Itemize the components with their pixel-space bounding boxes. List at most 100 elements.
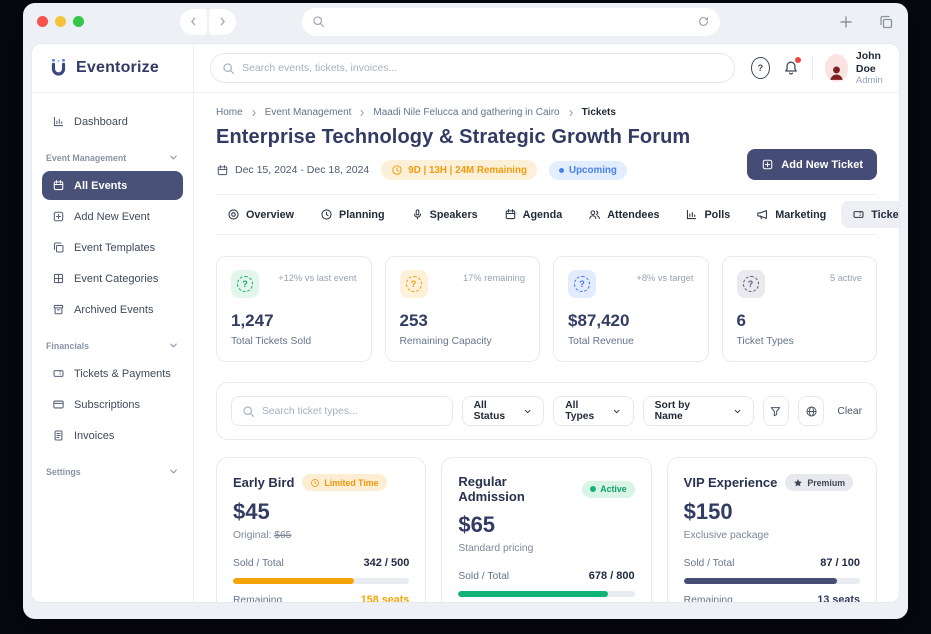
sidebar-section-event-management[interactable]: Event Management	[42, 138, 183, 171]
chevron-down-icon	[168, 152, 179, 163]
sidebar-item-all-events[interactable]: All Events	[42, 171, 183, 200]
brand-logo[interactable]: Eventorize	[32, 44, 194, 92]
search-icon	[312, 15, 325, 28]
sold-total-value: 87 / 100	[820, 557, 860, 569]
remaining-value: 158 seats	[360, 594, 410, 602]
sidebar-item-tickets-payments[interactable]: Tickets & Payments	[42, 359, 183, 388]
sidebar-item-subscriptions[interactable]: Subscriptions	[42, 390, 183, 419]
stat-label: Ticket Types	[736, 336, 794, 347]
remaining-label: Remaining	[683, 594, 733, 603]
event-date-range: Dec 15, 2024 - Dec 18, 2024	[216, 164, 369, 177]
chevron-right-icon	[357, 108, 367, 118]
stat-label: Remaining Capacity	[399, 336, 492, 347]
ticket-subtitle: Standard pricing	[458, 543, 534, 554]
sold-total-value: 342 / 500	[363, 557, 410, 569]
ticket-name: VIP Experience	[683, 475, 778, 490]
notifications-button[interactable]	[783, 57, 801, 76]
browser-back-button[interactable]	[180, 8, 207, 35]
sidebar-section-financials[interactable]: Financials	[42, 326, 183, 359]
sidebar-item-archived-events[interactable]: Archived Events	[42, 295, 183, 324]
user-menu[interactable]: John Doe Admin	[825, 49, 899, 86]
divider	[811, 56, 813, 80]
ticket-search-input[interactable]	[262, 405, 442, 417]
type-filter-select[interactable]: All Types	[553, 396, 634, 426]
ticket-cards-row: Early Bird Limited Time $45 Original: $6…	[216, 457, 877, 602]
ticket-filter-bar: All Status All Types Sort by Name	[216, 382, 877, 440]
breadcrumb-event-management[interactable]: Event Management	[264, 107, 352, 118]
tab-overview-icon[interactable]	[878, 14, 894, 30]
sidebar-section-settings[interactable]: Settings	[42, 452, 183, 485]
ticket-original-price: Original: $65	[233, 530, 292, 541]
chevron-down-icon	[168, 466, 179, 477]
close-window-button[interactable]	[37, 16, 48, 27]
sort-select[interactable]: Sort by Name	[642, 396, 754, 426]
star-icon	[793, 478, 803, 488]
maximize-window-button[interactable]	[73, 16, 84, 27]
ticket-price: $65	[458, 512, 496, 537]
bar-chart-icon	[685, 208, 698, 221]
tab-marketing[interactable]: Marketing	[745, 201, 837, 228]
user-name: John Doe	[855, 49, 881, 75]
help-circle-icon	[574, 276, 590, 292]
sidebar: Dashboard Event Management All Events Ad…	[32, 93, 194, 602]
help-button[interactable]	[751, 57, 770, 79]
tab-overview[interactable]: Overview	[216, 201, 305, 228]
sold-total-label: Sold / Total	[458, 570, 510, 582]
ticket-search	[231, 396, 453, 426]
page-title: Enterprise Technology & Strategic Growth…	[216, 126, 691, 148]
stat-trend: 17% remaining	[462, 273, 525, 283]
global-search-input[interactable]	[242, 62, 723, 74]
ticket-icon	[852, 208, 865, 221]
sidebar-item-invoices[interactable]: Invoices	[42, 421, 183, 450]
stat-card-total-revenue: +8% vs target $87,420 Total Revenue	[553, 256, 709, 362]
tab-planning[interactable]: Planning	[309, 201, 396, 228]
search-icon	[222, 62, 235, 75]
new-tab-icon[interactable]	[838, 14, 854, 30]
status-filter-select[interactable]: All Status	[461, 396, 545, 426]
brand-name: Eventorize	[76, 59, 159, 76]
clock-icon	[391, 164, 403, 176]
breadcrumb-event-name[interactable]: Maadi Nile Felucca and gathering in Cair…	[373, 107, 560, 118]
filter-button[interactable]	[762, 396, 790, 426]
tab-attendees[interactable]: Attendees	[577, 201, 670, 228]
stat-card-tickets-sold: +12% vs last event 1,247 Total Tickets S…	[216, 256, 372, 362]
ticket-card-regular-admission: Regular Admission Active $65 Standard pr…	[441, 457, 652, 602]
tab-speakers[interactable]: Speakers	[400, 201, 489, 228]
remaining-value: 13 seats	[817, 594, 860, 602]
clear-filters-link[interactable]: Clear	[837, 405, 862, 417]
reload-icon[interactable]	[697, 15, 710, 28]
remaining-label: Remaining	[233, 594, 283, 603]
ticket-price: $45	[233, 499, 270, 524]
stat-value: 253	[399, 311, 428, 330]
stat-value: $87,420	[568, 311, 630, 330]
sidebar-item-dashboard[interactable]: Dashboard	[42, 107, 183, 136]
chevron-down-icon	[612, 406, 621, 417]
chevron-down-icon	[523, 406, 532, 417]
microphone-icon	[411, 208, 424, 221]
main-content: Home Event Management Maadi Nile Felucca…	[194, 93, 899, 602]
tab-polls[interactable]: Polls	[674, 201, 741, 228]
minimize-window-button[interactable]	[55, 16, 66, 27]
sidebar-item-add-new-event[interactable]: Add New Event	[42, 202, 183, 231]
stat-trend: 5 active	[829, 273, 862, 283]
browser-forward-button[interactable]	[209, 8, 236, 35]
sidebar-item-event-categories[interactable]: Event Categories	[42, 264, 183, 293]
stat-label: Total Tickets Sold	[231, 336, 312, 347]
tab-agenda[interactable]: Agenda	[493, 201, 574, 228]
breadcrumb-home[interactable]: Home	[216, 107, 243, 118]
add-new-ticket-button[interactable]: Add New Ticket	[747, 149, 877, 180]
tab-tickets[interactable]: Tickets	[841, 201, 899, 228]
ticket-name: Regular Admission	[458, 474, 525, 504]
progress-fill	[233, 578, 354, 584]
search-icon	[242, 405, 255, 418]
sidebar-item-event-templates[interactable]: Event Templates	[42, 233, 183, 262]
document-icon	[52, 429, 65, 442]
browser-address-bar[interactable]	[302, 7, 720, 36]
breadcrumb-tickets[interactable]: Tickets	[581, 107, 616, 118]
globe-button[interactable]	[798, 396, 825, 426]
browser-window: Eventorize	[23, 3, 908, 619]
app-container: Eventorize	[31, 43, 900, 603]
dashboard-icon	[52, 115, 65, 128]
archive-icon	[52, 303, 65, 316]
clock-icon	[320, 208, 333, 221]
